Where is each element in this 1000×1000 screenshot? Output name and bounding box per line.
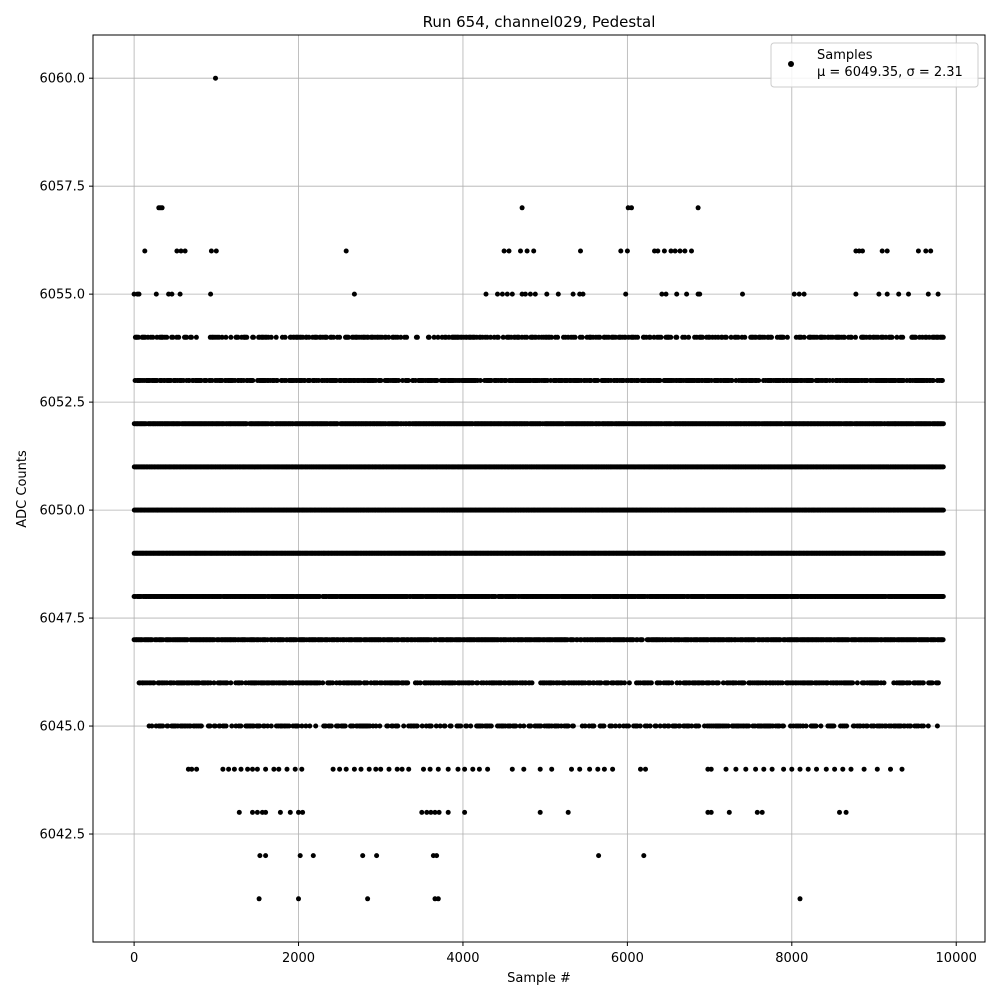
data-point: [250, 378, 256, 383]
data-point: [431, 334, 437, 340]
data-point: [331, 334, 336, 340]
data-point: [426, 334, 432, 340]
data-point: [244, 334, 250, 340]
data-point: [940, 334, 946, 340]
data-point: [274, 378, 280, 383]
data-point: [940, 550, 946, 556]
data-point: [900, 334, 906, 340]
data-point: [228, 334, 234, 340]
data-point: [769, 334, 774, 340]
data-point: [193, 334, 199, 340]
data-point: [682, 334, 688, 340]
data-point: [842, 334, 847, 340]
data-point: [894, 334, 900, 340]
data-point: [549, 334, 554, 340]
data-point: [728, 334, 734, 340]
data-point: [784, 334, 790, 340]
data-point: [674, 334, 680, 340]
data-point: [595, 378, 601, 383]
data-point: [668, 334, 674, 340]
data-point: [404, 334, 410, 340]
data-point: [345, 334, 351, 340]
data-point: [135, 334, 141, 340]
data-point: [495, 334, 501, 340]
data-point: [647, 334, 653, 340]
data-point: [184, 334, 190, 340]
data-point: [406, 378, 411, 383]
data-point: [273, 334, 279, 340]
data-point: [658, 334, 664, 340]
data-point: [378, 378, 384, 383]
data-point: [189, 334, 194, 340]
data-point: [337, 334, 343, 340]
data-point: [386, 334, 392, 340]
chart-title: Run 654, channel029, Pedestal: [423, 13, 656, 31]
data-point: [414, 334, 420, 340]
data-point: [735, 334, 741, 340]
data-point: [572, 334, 578, 340]
data-point: [176, 334, 182, 340]
data-point: [940, 594, 946, 599]
data-point: [435, 334, 441, 340]
data-point: [848, 334, 854, 340]
data-point: [398, 334, 404, 340]
data-point: [488, 334, 494, 340]
data-point: [889, 334, 895, 340]
data-point: [939, 378, 945, 383]
data-point: [579, 334, 585, 340]
data-point: [477, 378, 483, 383]
data-point: [164, 334, 170, 340]
data-point: [913, 334, 919, 340]
data-point: [597, 334, 603, 340]
data-point: [235, 334, 241, 340]
data-point: [282, 334, 288, 340]
data-point: [853, 334, 858, 340]
data-point: [251, 334, 256, 340]
data-point: [756, 378, 762, 383]
data-point: [434, 378, 440, 383]
data-point: [940, 421, 946, 427]
data-point: [268, 334, 274, 340]
data-point: [555, 334, 561, 340]
data-point: [150, 334, 156, 340]
data-points: [131, 75, 946, 902]
data-point: [324, 334, 330, 340]
data-point: [396, 378, 402, 383]
data-point: [686, 334, 692, 340]
data-point: [742, 334, 748, 340]
data-point: [723, 334, 729, 340]
data-point: [219, 334, 225, 340]
data-point: [930, 378, 936, 383]
data-point: [524, 334, 530, 340]
data-point: [657, 378, 663, 383]
data-point: [500, 334, 506, 340]
data-point: [809, 378, 815, 383]
data-point: [940, 464, 946, 470]
data-point: [940, 507, 946, 513]
data-point: [635, 334, 641, 340]
data-point: [170, 334, 176, 340]
data-point: [700, 334, 705, 340]
data-point: [801, 334, 807, 340]
data-point: [780, 334, 786, 340]
data-point: [223, 334, 229, 340]
data-point: [729, 378, 735, 383]
data-point: [306, 334, 312, 340]
